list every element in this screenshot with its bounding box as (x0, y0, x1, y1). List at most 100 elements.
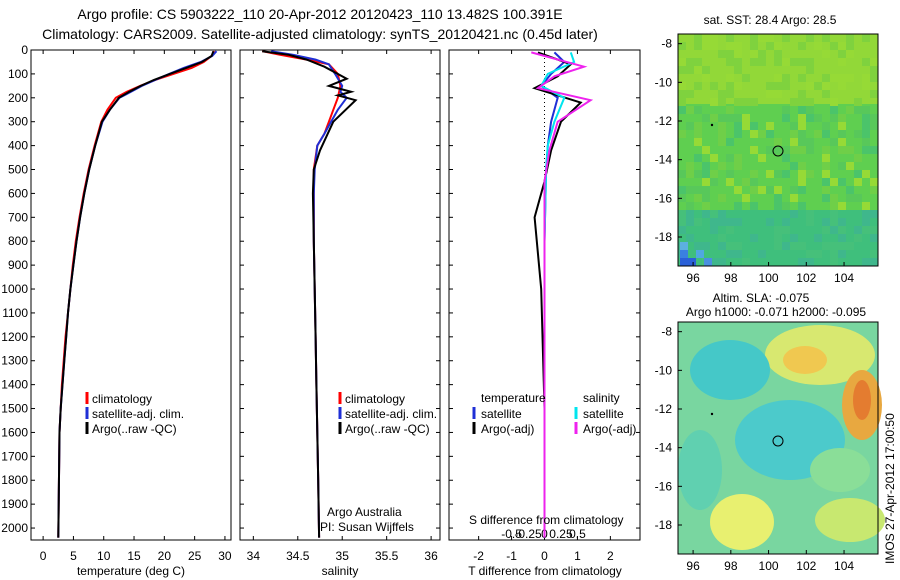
sst-cell (750, 42, 758, 50)
sst-cell (798, 138, 806, 146)
sst-cell (726, 218, 734, 226)
sst-cell (686, 162, 694, 170)
sst-cell (790, 242, 798, 250)
x-tick-label: 10 (97, 549, 111, 563)
sst-cell (870, 66, 878, 74)
sst-cell (702, 162, 710, 170)
sst-cell (782, 202, 790, 210)
sst-cell (710, 154, 718, 162)
sst-cell (742, 122, 750, 130)
sst-cell (862, 130, 870, 138)
sst-cell (806, 138, 814, 146)
sst-cell (830, 98, 838, 106)
sst-cell (862, 34, 870, 42)
sst-cell (854, 130, 862, 138)
sst-cell (694, 138, 702, 146)
y-tick-label: 700 (8, 210, 28, 224)
sst-cell (838, 82, 846, 90)
x-tick-label: 5 (70, 549, 77, 563)
y-tick-label: 1400 (1, 378, 28, 392)
sst-cell (718, 90, 726, 98)
y-tick-label: 1800 (1, 473, 28, 487)
sst-cell (822, 226, 830, 234)
argo-location-marker (772, 145, 784, 157)
sst-cell (694, 154, 702, 162)
sst-cell (854, 98, 862, 106)
sst-cell (710, 170, 718, 178)
x-tick-label: 35 (336, 549, 350, 563)
sst-cell (814, 234, 822, 242)
sst-cell (718, 194, 726, 202)
map-x-tick-label: 104 (834, 271, 854, 285)
sst-cell (710, 114, 718, 122)
sst-cell (702, 194, 710, 202)
sst-cell (838, 202, 846, 210)
sst-cell (822, 122, 830, 130)
sst-cell (734, 82, 742, 90)
sst-cell (790, 146, 798, 154)
sst-cell (734, 242, 742, 250)
sst-cell (694, 186, 702, 194)
sst-cell (718, 98, 726, 106)
salinity-axes (239, 49, 441, 541)
y-tick-label: 1500 (1, 402, 28, 416)
sst-cell (814, 250, 822, 258)
sst-cell (870, 114, 878, 122)
x-tick-label: -1 (506, 549, 517, 563)
sst-cell (854, 106, 862, 114)
x-tick-label: 0 (541, 549, 548, 563)
sst-cell (734, 98, 742, 106)
sst-cell (678, 98, 686, 106)
sst-cell (726, 154, 734, 162)
sst-cell (702, 170, 710, 178)
sst-cell (822, 242, 830, 250)
sst-cell (782, 74, 790, 82)
sst-cell (782, 218, 790, 226)
sst-cell (702, 178, 710, 186)
sst-cell (822, 50, 830, 58)
sst-cell (718, 234, 726, 242)
sst-cell (822, 82, 830, 90)
sst-cell (686, 202, 694, 210)
map-x-tick-label: 100 (759, 559, 779, 573)
legend-item: satellite (481, 407, 522, 421)
sst-cell (686, 58, 694, 66)
sst-cell (862, 170, 870, 178)
sst-cell (798, 178, 806, 186)
sst-cell (710, 258, 718, 266)
sst-cell (814, 114, 822, 122)
sst-cell (694, 242, 702, 250)
sst-cell (702, 42, 710, 50)
sst-cell (750, 34, 758, 42)
sst-cell (822, 74, 830, 82)
series-line (57, 50, 215, 538)
sst-cell (726, 74, 734, 82)
sst-cell (862, 114, 870, 122)
sst-cell (694, 170, 702, 178)
sst-cell (862, 210, 870, 218)
sst-cell (806, 218, 814, 226)
sst-cell (814, 42, 822, 50)
sst-cell (696, 250, 704, 258)
sst-cell (862, 122, 870, 130)
sst-cell (750, 50, 758, 58)
sst-cell (742, 258, 750, 266)
sst-cell (830, 250, 838, 258)
sst-cell (726, 82, 734, 90)
sst-cell (862, 58, 870, 66)
map-y-tick-label: -18 (655, 230, 673, 244)
y-tick-label: 800 (8, 234, 28, 248)
sst-cell (686, 170, 694, 178)
sst-cell (680, 250, 688, 258)
sst-cell (718, 258, 726, 266)
sst-cell (830, 138, 838, 146)
legend-item: satellite (583, 407, 624, 421)
sst-cell (846, 34, 854, 42)
sst-cell (758, 58, 766, 66)
sst-cell (750, 58, 758, 66)
sst-cell (806, 34, 814, 42)
y-tick-label: 1000 (1, 282, 28, 296)
sst-cell (726, 58, 734, 66)
sst-cell (798, 242, 806, 250)
sst-cell (702, 210, 710, 218)
